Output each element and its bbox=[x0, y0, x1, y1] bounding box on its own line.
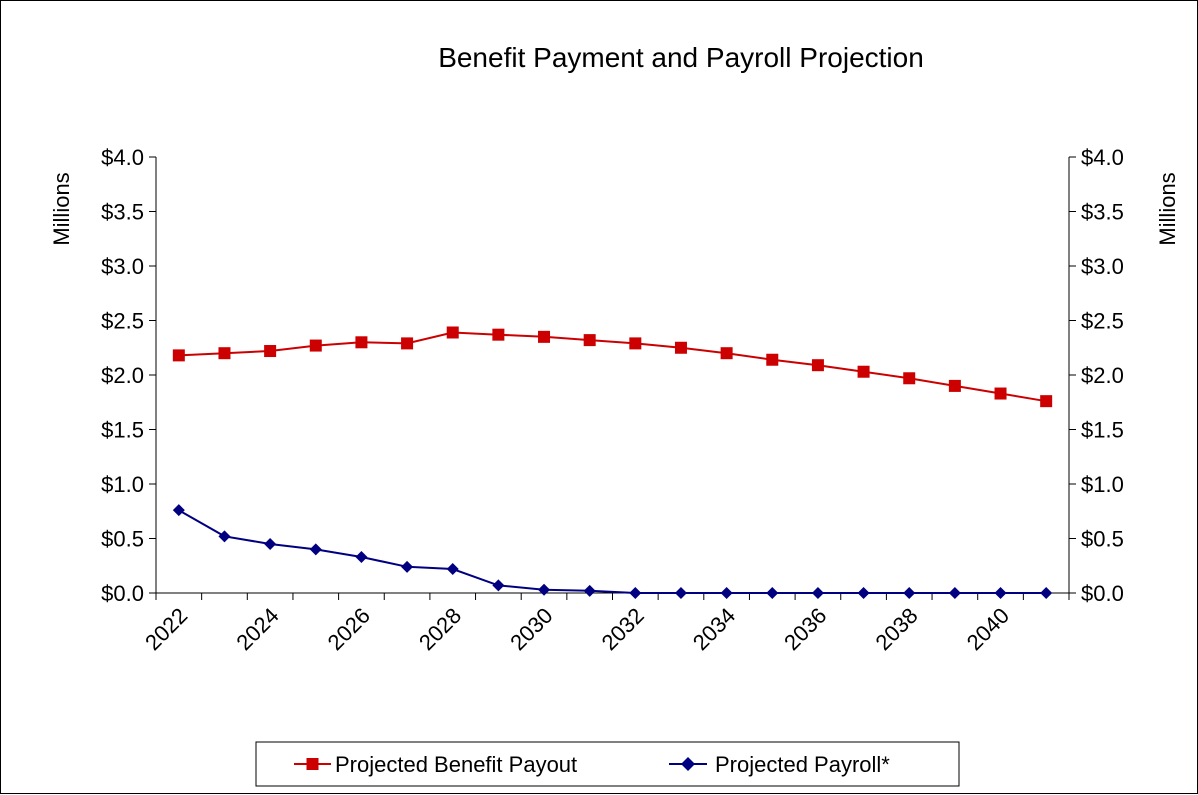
y-right-tick-label: $0.0 bbox=[1081, 581, 1124, 606]
benefit-payout-point bbox=[172, 349, 185, 362]
x-tick-label: 2034 bbox=[688, 603, 740, 655]
legend-payroll-marker bbox=[681, 757, 695, 771]
payroll-point bbox=[674, 587, 687, 599]
legend-item-benefit: Projected Benefit Payout bbox=[294, 752, 577, 777]
y-left-tick-label: $0.0 bbox=[101, 581, 144, 606]
series-line-payroll bbox=[178, 509, 1047, 594]
y-right-tick-label: $0.5 bbox=[1081, 527, 1124, 552]
payroll-point bbox=[538, 583, 551, 596]
payroll-point bbox=[994, 587, 1007, 599]
payroll-point bbox=[218, 530, 231, 543]
benefit-payout-point bbox=[857, 365, 870, 378]
y-right-tick-label: $1.0 bbox=[1081, 472, 1124, 497]
payroll-point bbox=[811, 587, 824, 599]
payroll-point bbox=[492, 579, 505, 592]
series-payroll bbox=[172, 504, 1053, 599]
benefit-payout-point bbox=[811, 359, 824, 372]
y-left-tick-label: $2.0 bbox=[101, 363, 144, 388]
x-tick-label: 2024 bbox=[231, 603, 283, 655]
legend-box bbox=[255, 741, 960, 787]
x-tick-label: 2026 bbox=[323, 603, 375, 655]
y-left-tick-label: $2.5 bbox=[101, 309, 144, 334]
benefit-payout-point bbox=[766, 353, 779, 366]
series-benefit-payout bbox=[172, 326, 1053, 408]
payroll-point bbox=[172, 504, 185, 517]
y-right-tick-label: $3.5 bbox=[1081, 200, 1124, 225]
y-right-tick-label: $4.0 bbox=[1081, 145, 1124, 170]
benefit-payout-point bbox=[309, 339, 322, 352]
benefit-payout-point bbox=[401, 337, 414, 350]
y-axis-left-title: Millions bbox=[49, 172, 74, 245]
y-right-tick-label: $3.0 bbox=[1081, 254, 1124, 279]
y-right-tick-label: $2.0 bbox=[1081, 363, 1124, 388]
benefit-payout-point bbox=[446, 326, 459, 339]
x-tick-label: 2032 bbox=[597, 603, 649, 655]
legend: Projected Benefit Payout Projected Payro… bbox=[255, 741, 960, 787]
benefit-payout-point bbox=[629, 337, 642, 350]
y-left-tick-label: $4.0 bbox=[101, 145, 144, 170]
payroll-point bbox=[401, 560, 414, 573]
chart-title: Benefit Payment and Payroll Projection bbox=[438, 42, 924, 73]
x-tick-label: 2038 bbox=[870, 603, 922, 655]
benefit-payout-point bbox=[538, 330, 551, 343]
payroll-point bbox=[857, 587, 870, 599]
benefit-payout-point bbox=[355, 336, 368, 349]
benefit-payout-point bbox=[264, 345, 277, 358]
payroll-point bbox=[264, 537, 277, 550]
y-axis-right-title: Millions bbox=[1155, 172, 1180, 245]
series-line-benefit-payout bbox=[178, 331, 1047, 403]
y-left-tick-label: $0.5 bbox=[101, 527, 144, 552]
benefit-payout-point bbox=[674, 341, 687, 354]
x-tick-label: 2028 bbox=[414, 603, 466, 655]
payroll-point bbox=[629, 587, 642, 599]
legend-payroll-label: Projected Payroll* bbox=[715, 752, 890, 777]
y-left-tick-label: $1.5 bbox=[101, 418, 144, 443]
payroll-point bbox=[309, 543, 322, 556]
axes: $0.0 $0.0 $0.5 $0.5 $1.0 $1.0 $1.5 $1.5 $2.0 $2.0… bbox=[101, 145, 1124, 655]
benefit-payout-point bbox=[903, 372, 916, 385]
benefit-payout-point bbox=[218, 347, 231, 360]
x-tick-label: 2030 bbox=[505, 603, 557, 655]
y-left-tick-label: $3.0 bbox=[101, 254, 144, 279]
payroll-point bbox=[446, 563, 459, 576]
legend-benefit-label: Projected Benefit Payout bbox=[335, 752, 577, 777]
benefit-payout-point bbox=[492, 328, 505, 341]
payroll-point bbox=[903, 587, 916, 599]
benefit-payout-point bbox=[994, 387, 1007, 400]
x-tick-label: 2040 bbox=[962, 603, 1014, 655]
legend-benefit-marker bbox=[306, 758, 319, 770]
y-axis-left-title-text: Millions bbox=[49, 172, 74, 245]
payroll-point bbox=[948, 587, 961, 599]
legend-item-payroll: Projected Payroll* bbox=[669, 752, 890, 777]
x-tick-label: 2022 bbox=[140, 603, 192, 655]
y-left-tick-label: $1.0 bbox=[101, 472, 144, 497]
benefit-payout-point bbox=[583, 334, 596, 347]
y-left-tick-label: $3.5 bbox=[101, 200, 144, 225]
benefit-payout-point bbox=[720, 347, 733, 360]
benefit-payout-point bbox=[1040, 395, 1053, 408]
payroll-point bbox=[583, 584, 596, 597]
y-right-tick-label: $1.5 bbox=[1081, 418, 1124, 443]
y-right-tick-label: $2.5 bbox=[1081, 309, 1124, 334]
payroll-point bbox=[355, 551, 368, 564]
payroll-point bbox=[766, 587, 779, 599]
y-axis-right-title-text: Millions bbox=[1155, 172, 1180, 245]
x-tick-label: 2036 bbox=[779, 603, 831, 655]
benefit-payout-point bbox=[948, 379, 961, 392]
payroll-point bbox=[1040, 587, 1053, 599]
series-layer bbox=[172, 326, 1053, 599]
payroll-point bbox=[720, 587, 733, 599]
